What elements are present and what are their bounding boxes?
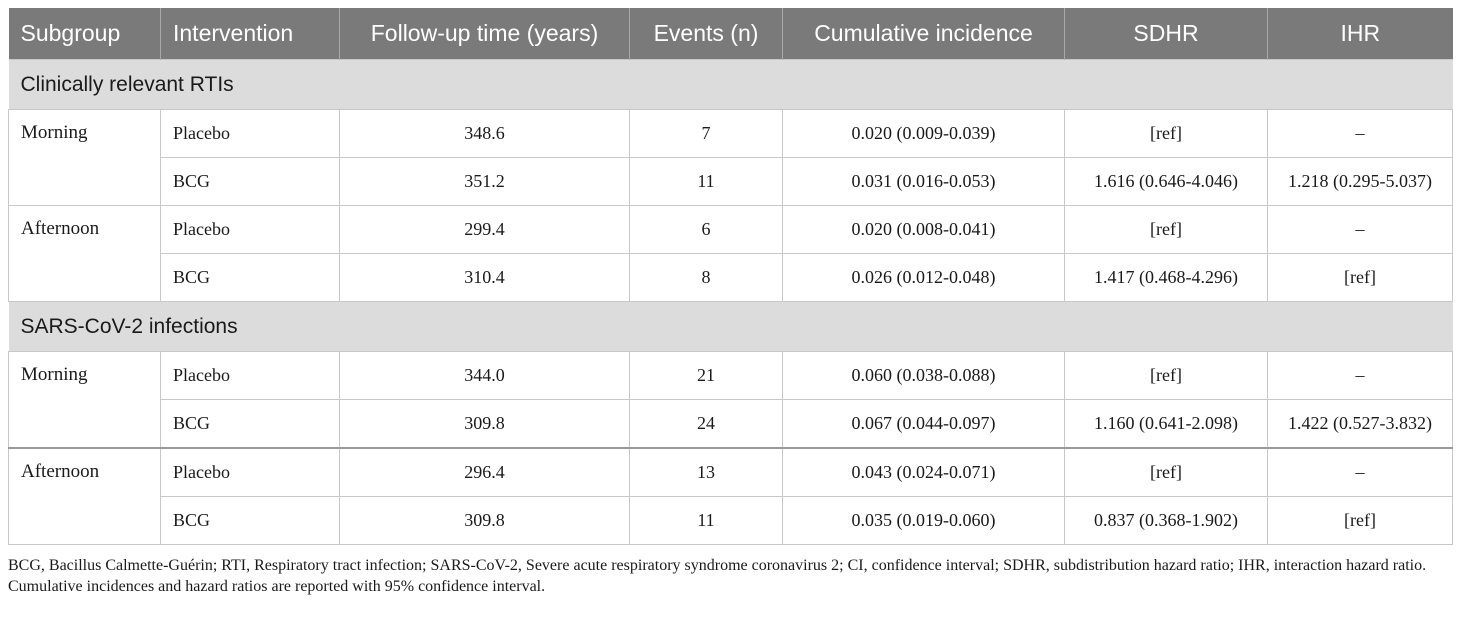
table-container: Subgroup Intervention Follow-up time (ye… (8, 8, 1453, 597)
header-row: Subgroup Intervention Follow-up time (ye… (8, 8, 1453, 60)
intervention-cell: BCG (160, 157, 340, 206)
section-title: SARS-CoV-2 infections (8, 301, 1453, 352)
followup-cell: 309.8 (339, 399, 630, 449)
intervention-cell: Placebo (160, 447, 340, 497)
incidence-cell: 0.020 (0.009-0.039) (782, 109, 1065, 158)
incidence-cell: 0.060 (0.038-0.088) (782, 351, 1065, 400)
subgroup-cell: Afternoon (8, 205, 161, 302)
header-incidence: Cumulative incidence (782, 8, 1065, 60)
incidence-cell: 0.026 (0.012-0.048) (782, 253, 1065, 302)
table-row: BCG 351.2 11 0.031 (0.016-0.053) 1.616 (… (9, 157, 1453, 206)
ihr-cell: – (1267, 447, 1453, 497)
table-row: BCG 309.8 11 0.035 (0.019-0.060) 0.837 (… (9, 496, 1453, 545)
subgroup-cell: Morning (8, 351, 161, 449)
intervention-cell: Placebo (160, 351, 340, 400)
ihr-cell: [ref] (1267, 496, 1453, 545)
followup-cell: 344.0 (339, 351, 630, 400)
events-cell: 11 (629, 496, 783, 545)
intervention-cell: BCG (160, 253, 340, 302)
events-cell: 7 (629, 109, 783, 158)
subgroup-cell: Afternoon (8, 447, 161, 545)
incidence-cell: 0.035 (0.019-0.060) (782, 496, 1065, 545)
ihr-cell: – (1267, 109, 1453, 158)
events-cell: 21 (629, 351, 783, 400)
header-sdhr: SDHR (1064, 8, 1268, 60)
ci-note: Cumulative incidences and hazard ratios … (8, 578, 546, 595)
sdhr-cell: 1.160 (0.641-2.098) (1064, 399, 1268, 449)
subgroup-cell: Morning (8, 109, 161, 206)
header-followup: Follow-up time (years) (339, 8, 630, 60)
table-footnotes: BCG, Bacillus Calmette-Guérin; RTI, Resp… (8, 555, 1452, 597)
events-cell: 24 (629, 399, 783, 449)
sdhr-cell: [ref] (1064, 109, 1268, 158)
sdhr-cell: [ref] (1064, 351, 1268, 400)
events-cell: 6 (629, 205, 783, 254)
sdhr-cell: 0.837 (0.368-1.902) (1064, 496, 1268, 545)
events-cell: 13 (629, 447, 783, 497)
section-row: SARS-CoV-2 infections (8, 301, 1453, 352)
table-row: Afternoon Placebo 296.4 13 0.043 (0.024-… (8, 447, 1453, 545)
sdhr-cell: 1.616 (0.646-4.046) (1064, 157, 1268, 206)
table-row: BCG 309.8 24 0.067 (0.044-0.097) 1.160 (… (9, 399, 1453, 449)
table-row: BCG 310.4 8 0.026 (0.012-0.048) 1.417 (0… (9, 253, 1453, 302)
abbreviations-note: BCG, Bacillus Calmette-Guérin; RTI, Resp… (8, 557, 1427, 574)
events-cell: 11 (629, 157, 783, 206)
followup-cell: 310.4 (339, 253, 630, 302)
table-row: Afternoon Placebo 299.4 6 0.020 (0.008-0… (8, 205, 1453, 302)
header-ihr: IHR (1267, 8, 1453, 60)
results-table: Subgroup Intervention Follow-up time (ye… (8, 8, 1453, 545)
header-subgroup: Subgroup (8, 8, 161, 60)
table-row: Morning Placebo 348.6 7 0.020 (0.009-0.0… (8, 109, 1453, 206)
ihr-cell: 1.422 (0.527-3.832) (1267, 399, 1453, 449)
section-row: Clinically relevant RTIs (8, 59, 1453, 110)
intervention-cell: BCG (160, 496, 340, 545)
followup-cell: 348.6 (339, 109, 630, 158)
sdhr-cell: 1.417 (0.468-4.296) (1064, 253, 1268, 302)
incidence-cell: 0.020 (0.008-0.041) (782, 205, 1065, 254)
incidence-cell: 0.067 (0.044-0.097) (782, 399, 1065, 449)
followup-cell: 351.2 (339, 157, 630, 206)
events-cell: 8 (629, 253, 783, 302)
intervention-cell: BCG (160, 399, 340, 449)
ihr-cell: [ref] (1267, 253, 1453, 302)
ihr-cell: – (1267, 351, 1453, 400)
header-events: Events (n) (629, 8, 783, 60)
ihr-cell: – (1267, 205, 1453, 254)
section-title: Clinically relevant RTIs (8, 59, 1453, 110)
sdhr-cell: [ref] (1064, 205, 1268, 254)
table-row: Morning Placebo 344.0 21 0.060 (0.038-0.… (8, 351, 1453, 449)
followup-cell: 309.8 (339, 496, 630, 545)
incidence-cell: 0.031 (0.016-0.053) (782, 157, 1065, 206)
followup-cell: 296.4 (339, 447, 630, 497)
incidence-cell: 0.043 (0.024-0.071) (782, 447, 1065, 497)
followup-cell: 299.4 (339, 205, 630, 254)
header-intervention: Intervention (160, 8, 340, 60)
ihr-cell: 1.218 (0.295-5.037) (1267, 157, 1453, 206)
intervention-cell: Placebo (160, 109, 340, 158)
intervention-cell: Placebo (160, 205, 340, 254)
sdhr-cell: [ref] (1064, 447, 1268, 497)
